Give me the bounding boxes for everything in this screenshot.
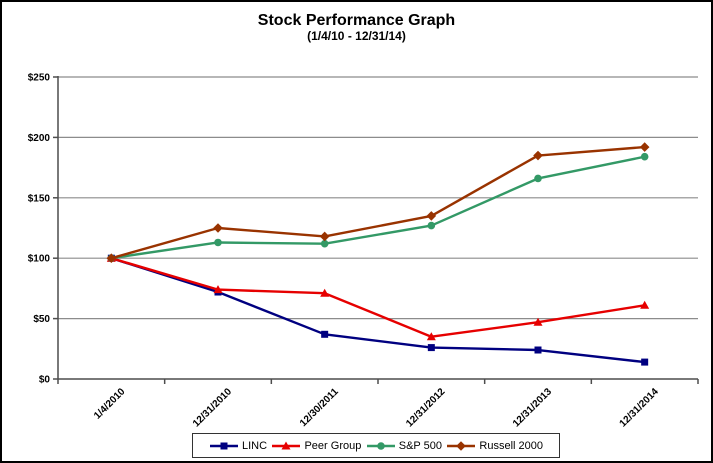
series-russell-2000-marker — [106, 253, 117, 263]
series-linc-marker — [427, 344, 435, 352]
x-axis-label: 12/30/2011 — [298, 386, 341, 429]
legend-marker-shape — [376, 441, 385, 450]
y-axis-label: $100 — [28, 254, 51, 265]
legend-diamond-marker-icon — [447, 440, 476, 451]
legend-label: S&P 500 — [398, 439, 442, 452]
series-s-p-500-line — [110, 155, 646, 260]
x-axis-label: 1/4/2010 — [92, 386, 128, 422]
series-linc-marker — [641, 358, 649, 366]
series-s-p-500-marker — [214, 238, 222, 247]
x-axis-label: 12/31/2014 — [618, 386, 661, 429]
series-s-p-500-marker — [320, 239, 329, 248]
legend-item-linc: LINC — [209, 440, 267, 452]
series-peer-group — [106, 253, 650, 341]
chart-title-block: Stock Performance Graph (1/4/10 - 12/31/… — [2, 12, 711, 44]
series-peer-group-marker — [213, 285, 223, 294]
series-russell-2000-marker — [213, 223, 223, 233]
series-s-p-500-marker — [640, 152, 649, 161]
legend-label: LINC — [242, 439, 268, 452]
legend-marker-shape — [220, 442, 228, 449]
series-peer-group-line — [110, 257, 646, 338]
legend-item-s-p-500: S&P 500 — [366, 440, 442, 452]
series-russell-2000-marker — [533, 150, 543, 161]
y-axis-label: $200 — [28, 133, 51, 144]
series-russell-2000-marker — [426, 211, 437, 221]
x-axis-label: 12/31/2013 — [511, 386, 554, 429]
series-s-p-500 — [107, 152, 649, 262]
legend-item-peer-group: Peer Group — [271, 440, 361, 452]
legend-label: Russell 2000 — [479, 439, 543, 452]
chart-subtitle: (1/4/10 - 12/31/14) — [307, 29, 406, 44]
series-peer-group-marker — [640, 300, 650, 309]
chart-title: Stock Performance Graph — [257, 12, 456, 29]
series-linc-marker — [534, 346, 542, 354]
series-linc-marker — [321, 330, 329, 338]
chart-legend: LINC Peer Group S&P 500 Russell 2000 — [192, 433, 560, 458]
series-peer-group-marker — [320, 288, 330, 297]
series-linc-line — [110, 257, 646, 364]
legend-marker-shape — [456, 440, 467, 451]
y-axis-label: $0 — [39, 375, 51, 386]
x-axis-label: 12/31/2012 — [404, 386, 447, 429]
series-peer-group-marker — [533, 317, 543, 326]
series-s-p-500-marker — [427, 221, 436, 230]
series-russell-2000-marker — [639, 142, 650, 152]
series-russell-2000 — [106, 142, 650, 263]
series-russell-2000-line — [110, 145, 646, 260]
legend-marker-shape — [281, 441, 291, 449]
legend-item-russell-2000: Russell 2000 — [446, 440, 543, 452]
legend-circle-marker-icon — [366, 441, 395, 450]
legend-triangle-marker-icon — [272, 441, 301, 449]
series-russell-2000-marker — [319, 231, 330, 242]
y-axis-label: $50 — [33, 314, 50, 325]
series-linc — [107, 254, 649, 366]
series-s-p-500-marker — [534, 174, 542, 183]
series-peer-group-marker — [426, 332, 436, 341]
y-axis-label: $150 — [28, 193, 51, 204]
legend-label: Peer Group — [304, 439, 362, 452]
legend-square-marker-icon — [210, 442, 238, 449]
x-axis-label: 12/31/2010 — [191, 386, 234, 429]
y-axis-label: $250 — [28, 73, 51, 84]
